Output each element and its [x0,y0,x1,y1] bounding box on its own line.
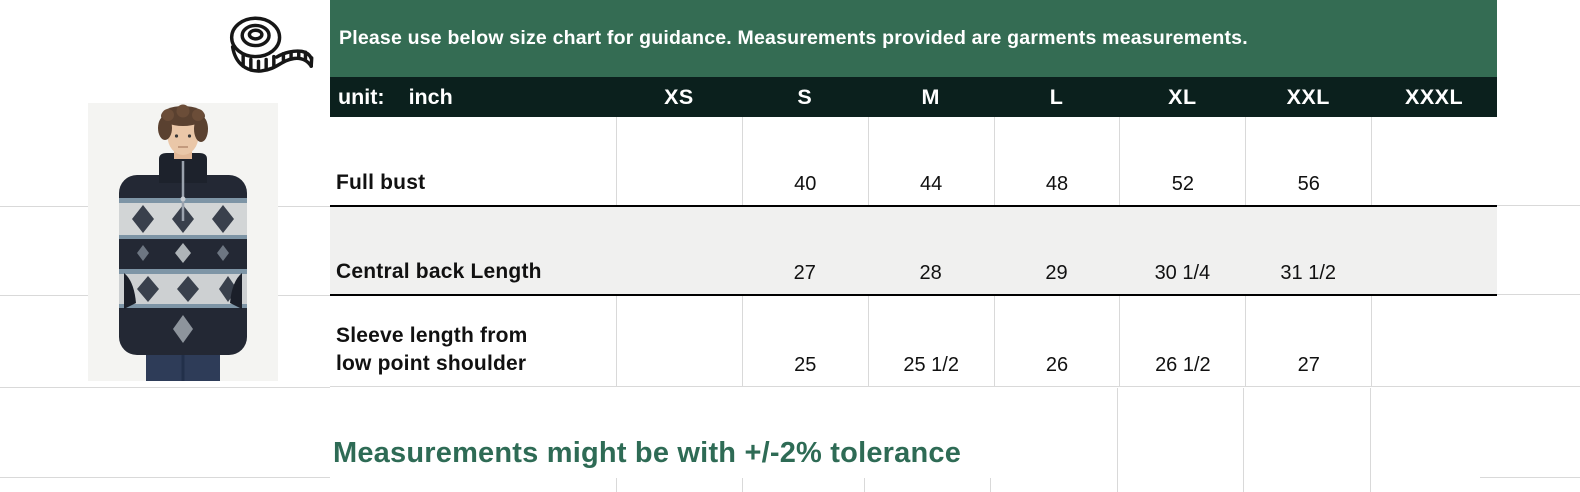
size-col-s: S [797,84,813,109]
cell-sleeve-xs [616,296,742,386]
gridline [0,387,330,388]
row-label: Central back Length [336,259,542,283]
row-label: Full bust [336,170,426,194]
gridline [1497,294,1580,295]
tolerance-note: Measurements might be with +/-2% toleran… [333,437,962,469]
size-header-row: unit: inch XS S M L XL XXL XXXL [330,77,1497,117]
cell-sleeve-m: 25 1/2 [867,296,994,386]
banner: Please use below size chart for guidance… [330,0,1497,77]
size-col-l: L [1049,84,1064,109]
cell-full-bust-m: 44 [867,117,994,205]
gridline [1480,477,1580,478]
row-label: Sleeve length from low point shoulder [336,324,528,375]
size-col-xxl: XXL [1286,84,1330,109]
unit-cell: unit: inch [330,77,616,117]
gridline [742,478,743,492]
cell-central-back-xl: 30 1/4 [1154,262,1211,284]
table-row-full-bust: Full bust 40 44 48 52 56 [330,117,1497,207]
cell-central-back-m: 28 [919,262,942,284]
gridline [1497,205,1580,206]
cell-central-back-xs [616,207,742,294]
gridline [990,478,991,492]
size-col-xxxl: XXXL [1405,84,1464,109]
cell-full-bust-l: 48 [993,117,1120,205]
unit-value: inch [408,84,453,109]
gridline [1243,388,1244,492]
gridline [864,478,865,492]
gridline [616,478,617,492]
table-row-central-back-length: Central back Length 27 28 29 30 1/4 31 1… [330,207,1497,296]
cell-central-back-s: 27 [793,262,816,284]
cell-sleeve-xl: 26 1/2 [1119,296,1245,386]
cell-sleeve-s: 25 [741,296,868,386]
gridline [1497,386,1580,387]
gridline [0,477,330,478]
banner-text: Please use below size chart for guidance… [339,27,1248,49]
size-col-m: M [921,84,940,109]
size-col-xl: XL [1168,84,1197,109]
cell-full-bust-xl: 52 [1119,117,1245,205]
size-col-xs: XS [664,84,694,109]
measuring-tape-icon [224,12,316,87]
cell-full-bust-xxxl [1371,117,1497,205]
unit-label: unit: [338,84,385,109]
cell-central-back-xxl: 31 1/2 [1280,262,1337,284]
cell-central-back-l: 29 [1045,262,1068,284]
cell-sleeve-xxl: 27 [1245,296,1371,386]
cell-full-bust-xxl: 56 [1245,117,1371,205]
gridline [1117,388,1118,492]
cell-sleeve-l: 26 [993,296,1120,386]
cell-sleeve-xxxl [1371,296,1497,386]
gridline [1370,388,1371,492]
cell-central-back-xxxl [1371,207,1497,294]
product-photo [88,103,278,381]
cell-full-bust-xs [616,117,742,205]
cell-full-bust-s: 40 [741,117,868,205]
table-row-sleeve-length: Sleeve length from low point shoulder 25… [330,296,1497,387]
